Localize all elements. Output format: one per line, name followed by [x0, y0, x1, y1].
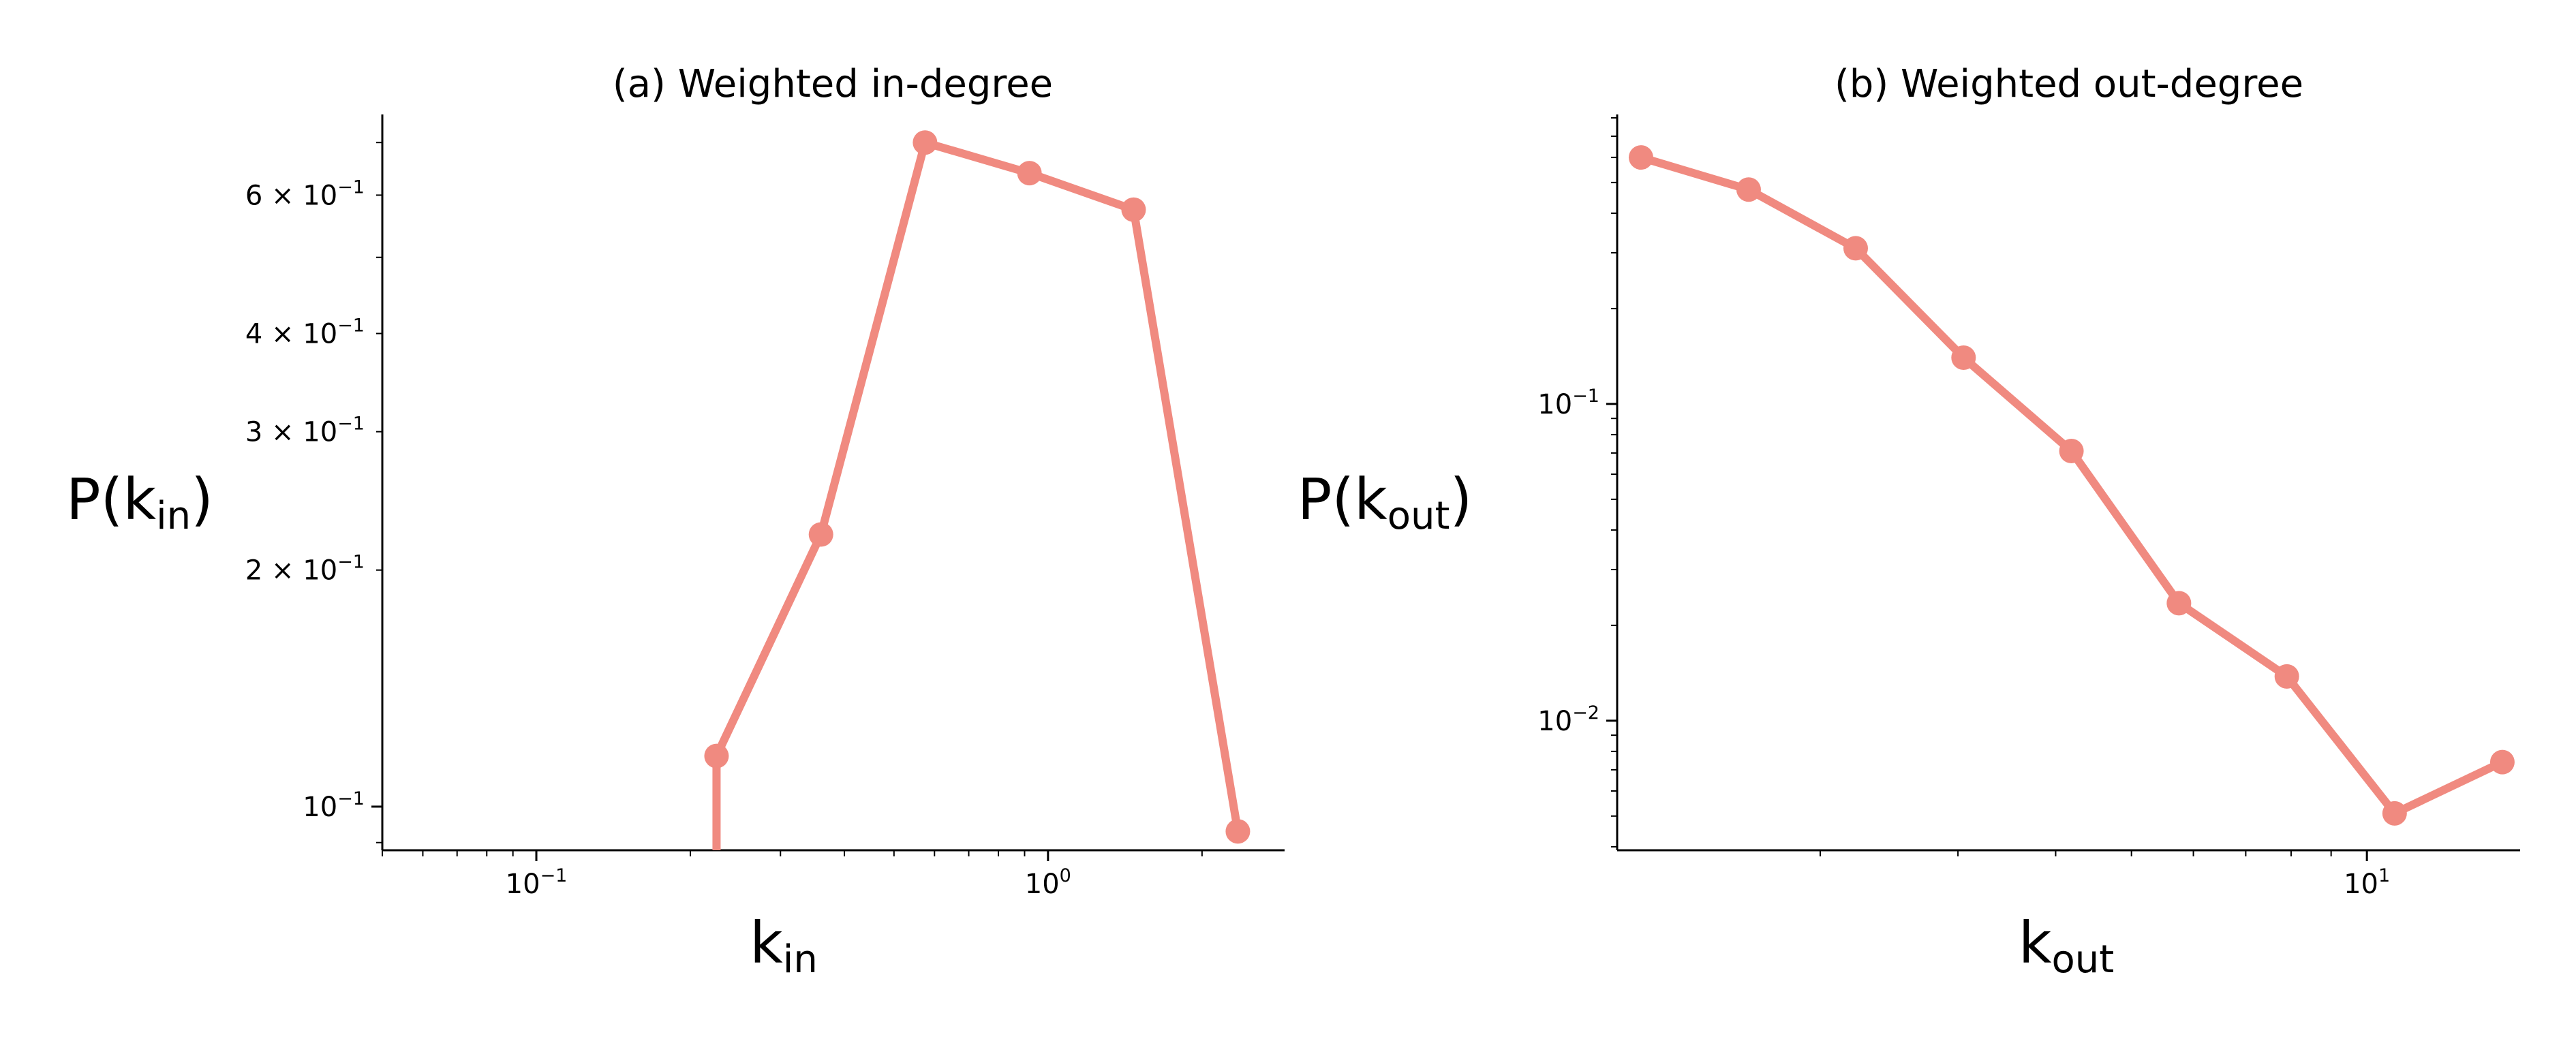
panel-a-weighted-in-degree: (a) Weighted in-degree 10−1 100 6 × 10−1 4…	[66, 62, 1285, 982]
panel-b-weighted-out-degree: (b) Weighted out-degree 101 10−1 10−2 kou…	[1298, 62, 2520, 982]
series-line	[1636, 153, 2506, 818]
y-tick-label: 10−2	[1537, 702, 1599, 737]
y-tick-label: 2 × 10−1	[245, 552, 365, 587]
series-line	[712, 138, 1242, 836]
y-tick-label: 10−1	[303, 788, 365, 823]
data-point	[1017, 161, 1042, 186]
data-point	[2059, 439, 2084, 464]
panel-b-title: (b) Weighted out-degree	[1835, 62, 2303, 106]
panel-b-x-ticks: 101	[1819, 850, 2390, 900]
panel-a-x-ticks: 10−1 100	[382, 850, 1203, 900]
data-point	[1628, 145, 1653, 170]
panel-a-title: (a) Weighted in-degree	[613, 62, 1053, 106]
data-point	[808, 522, 833, 547]
panel-a-y-ticks: 6 × 10−1 4 × 10−1 3 × 10−1 2 × 10−1 10−1	[245, 142, 382, 843]
panel-b-y-ticks: 10−1 10−2	[1537, 117, 1617, 848]
data-point	[1843, 236, 1868, 261]
data-point	[1225, 819, 1251, 844]
panel-a-series	[704, 130, 1251, 850]
x-tick-label: 100	[1025, 865, 1071, 900]
y-tick-label: 4 × 10−1	[245, 315, 365, 350]
x-tick-label: 10−1	[506, 865, 568, 900]
x-tick-label: 101	[2344, 865, 2390, 900]
data-point	[2382, 801, 2407, 826]
y-tick-label: 3 × 10−1	[245, 414, 365, 448]
data-point	[1951, 345, 1976, 370]
panel-b-series	[1628, 145, 2515, 826]
panel-b-y-axis-label: P(kout)	[1298, 466, 1473, 538]
y-tick-label: 6 × 10−1	[245, 176, 365, 211]
y-tick-label: 10−1	[1537, 386, 1599, 420]
panel-a-y-axis-label: P(kin)	[66, 466, 213, 538]
panel-b-x-axis-label: kout	[2019, 910, 2114, 982]
data-point	[1121, 197, 1146, 222]
data-point	[704, 743, 729, 768]
panel-a-x-axis-label: kin	[750, 910, 818, 982]
data-point	[2489, 749, 2515, 775]
data-point	[2166, 591, 2192, 616]
data-point	[913, 130, 938, 155]
data-point	[1736, 177, 1761, 202]
data-point	[2274, 664, 2299, 689]
